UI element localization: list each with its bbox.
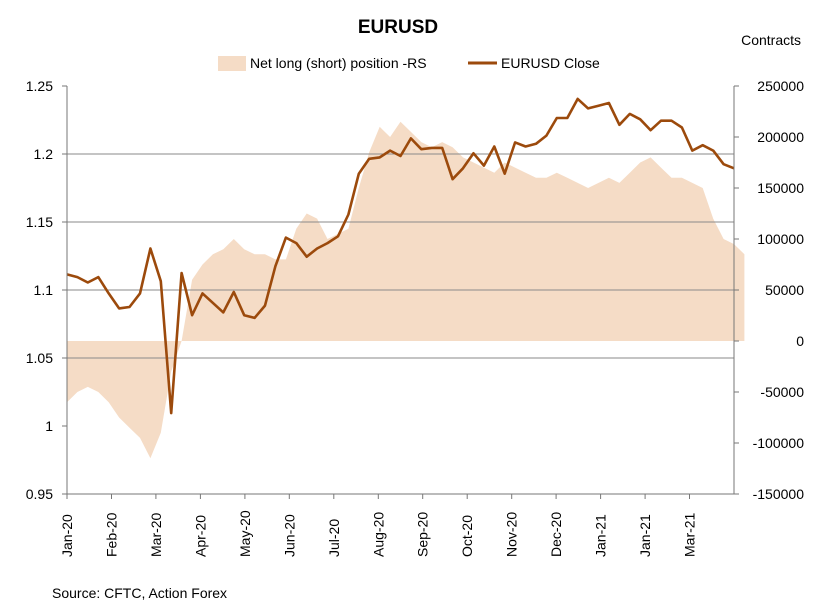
x-tick-label: Nov-20 xyxy=(504,512,520,557)
left-tick-label: 1.1 xyxy=(34,282,54,298)
x-tick-label: Dec-20 xyxy=(548,512,564,557)
left-tick-label: 1 xyxy=(45,418,53,434)
right-tick-label: 100000 xyxy=(757,231,804,247)
x-tick-label: Oct-20 xyxy=(459,515,475,557)
x-tick-label: Sep-20 xyxy=(415,512,431,557)
eurusd-close-line-layer xyxy=(66,97,735,415)
left-axis-tick-labels: 0.95 1 1.05 1.1 1.15 1.2 1.25 xyxy=(26,78,67,502)
left-tick-label: 1.15 xyxy=(26,214,53,230)
x-tick-label: Aug-20 xyxy=(370,512,386,557)
x-tick-label: Mar-21 xyxy=(682,512,698,557)
legend: Net long (short) position -RS EURUSD Clo… xyxy=(218,55,600,71)
right-axis-title: Contracts xyxy=(741,32,801,48)
right-tick-label: 0 xyxy=(796,333,804,349)
right-tick-label: -100000 xyxy=(753,435,805,451)
right-tick-label: 250000 xyxy=(757,78,804,94)
eurusd-close-line xyxy=(66,97,735,415)
right-tick-label: 150000 xyxy=(757,180,804,196)
right-tick-label: -50000 xyxy=(760,384,804,400)
left-tick-label: 1.2 xyxy=(34,146,54,162)
left-tick-label: 0.95 xyxy=(26,486,53,502)
right-tick-label: -150000 xyxy=(753,486,805,502)
x-tick-label: Apr-20 xyxy=(192,515,208,557)
right-tick-label: 200000 xyxy=(757,129,804,145)
right-axis-tick-labels: -150000 -100000 -50000 0 50000 100000 150000 20… xyxy=(734,78,804,502)
x-tick-label: Jan-21 xyxy=(593,514,609,557)
left-tick-label: 1.25 xyxy=(26,78,53,94)
left-tick-label: 1.05 xyxy=(26,350,53,366)
x-tick-label: May-20 xyxy=(237,510,253,557)
x-tick-label: Jun-20 xyxy=(281,514,297,557)
x-axis-tick-labels: Jan-20 Feb-20 Mar-20 Apr-20 May-20 Jun-20 Jul-… xyxy=(59,494,698,557)
legend-area-label: Net long (short) position -RS xyxy=(250,55,427,71)
x-tick-label: Jan-20 xyxy=(59,514,75,557)
legend-area-swatch xyxy=(218,56,246,71)
right-tick-label: 50000 xyxy=(765,282,804,298)
x-tick-label: Mar-20 xyxy=(148,512,164,557)
x-tick-label: Jan-21 xyxy=(637,514,653,557)
source-note: Source: CFTC, Action Forex xyxy=(52,585,227,601)
x-tick-label: Jul-20 xyxy=(326,519,342,557)
legend-line-label: EURUSD Close xyxy=(501,55,600,71)
chart-title: EURUSD xyxy=(358,17,438,38)
x-tick-label: Feb-20 xyxy=(104,512,120,557)
